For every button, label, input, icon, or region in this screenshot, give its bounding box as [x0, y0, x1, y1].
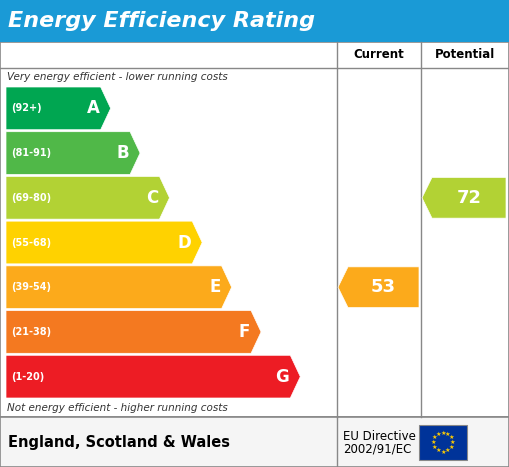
Text: Current: Current [354, 49, 404, 62]
Polygon shape [6, 177, 169, 219]
Text: (92+): (92+) [11, 103, 42, 113]
Text: ★: ★ [432, 435, 438, 440]
Text: England, Scotland & Wales: England, Scotland & Wales [8, 434, 230, 450]
Text: F: F [239, 323, 250, 341]
Text: Not energy efficient - higher running costs: Not energy efficient - higher running co… [7, 403, 228, 413]
Text: ★: ★ [431, 440, 436, 445]
Text: (55-68): (55-68) [11, 238, 51, 248]
Text: EU Directive: EU Directive [343, 430, 416, 443]
Bar [0, 42, 509, 417]
Text: Very energy efficient - lower running costs: Very energy efficient - lower running co… [7, 72, 228, 82]
Text: (69-80): (69-80) [11, 193, 51, 203]
Text: 53: 53 [371, 278, 396, 296]
Text: ★: ★ [449, 440, 456, 445]
Text: (1-20): (1-20) [11, 372, 44, 382]
Text: 72: 72 [457, 189, 482, 207]
Text: E: E [209, 278, 220, 296]
Text: ★: ★ [445, 432, 450, 437]
Bar [419, 425, 467, 460]
Text: ★: ★ [440, 431, 446, 436]
Polygon shape [6, 221, 202, 264]
Text: Energy Efficiency Rating: Energy Efficiency Rating [8, 11, 315, 31]
Text: ★: ★ [432, 445, 438, 450]
Text: ★: ★ [435, 432, 441, 437]
Text: C: C [146, 189, 158, 207]
Bar [0, 0, 509, 42]
Text: Potential: Potential [435, 49, 495, 62]
Polygon shape [6, 355, 300, 398]
Text: ★: ★ [448, 445, 454, 450]
Polygon shape [6, 87, 110, 130]
Text: (81-91): (81-91) [11, 148, 51, 158]
Polygon shape [338, 267, 419, 308]
Text: B: B [117, 144, 129, 162]
Text: ★: ★ [448, 435, 454, 440]
Polygon shape [6, 311, 261, 354]
Text: G: G [275, 368, 289, 386]
Text: A: A [87, 99, 100, 117]
Text: ★: ★ [445, 448, 450, 453]
Polygon shape [422, 177, 506, 218]
Text: ★: ★ [435, 448, 441, 453]
Bar [0, 417, 509, 467]
Text: D: D [178, 234, 191, 252]
Text: ★: ★ [440, 450, 446, 454]
Text: 2002/91/EC: 2002/91/EC [343, 443, 411, 455]
Polygon shape [6, 266, 232, 309]
Text: (39-54): (39-54) [11, 282, 51, 292]
Text: (21-38): (21-38) [11, 327, 51, 337]
Polygon shape [6, 132, 140, 175]
